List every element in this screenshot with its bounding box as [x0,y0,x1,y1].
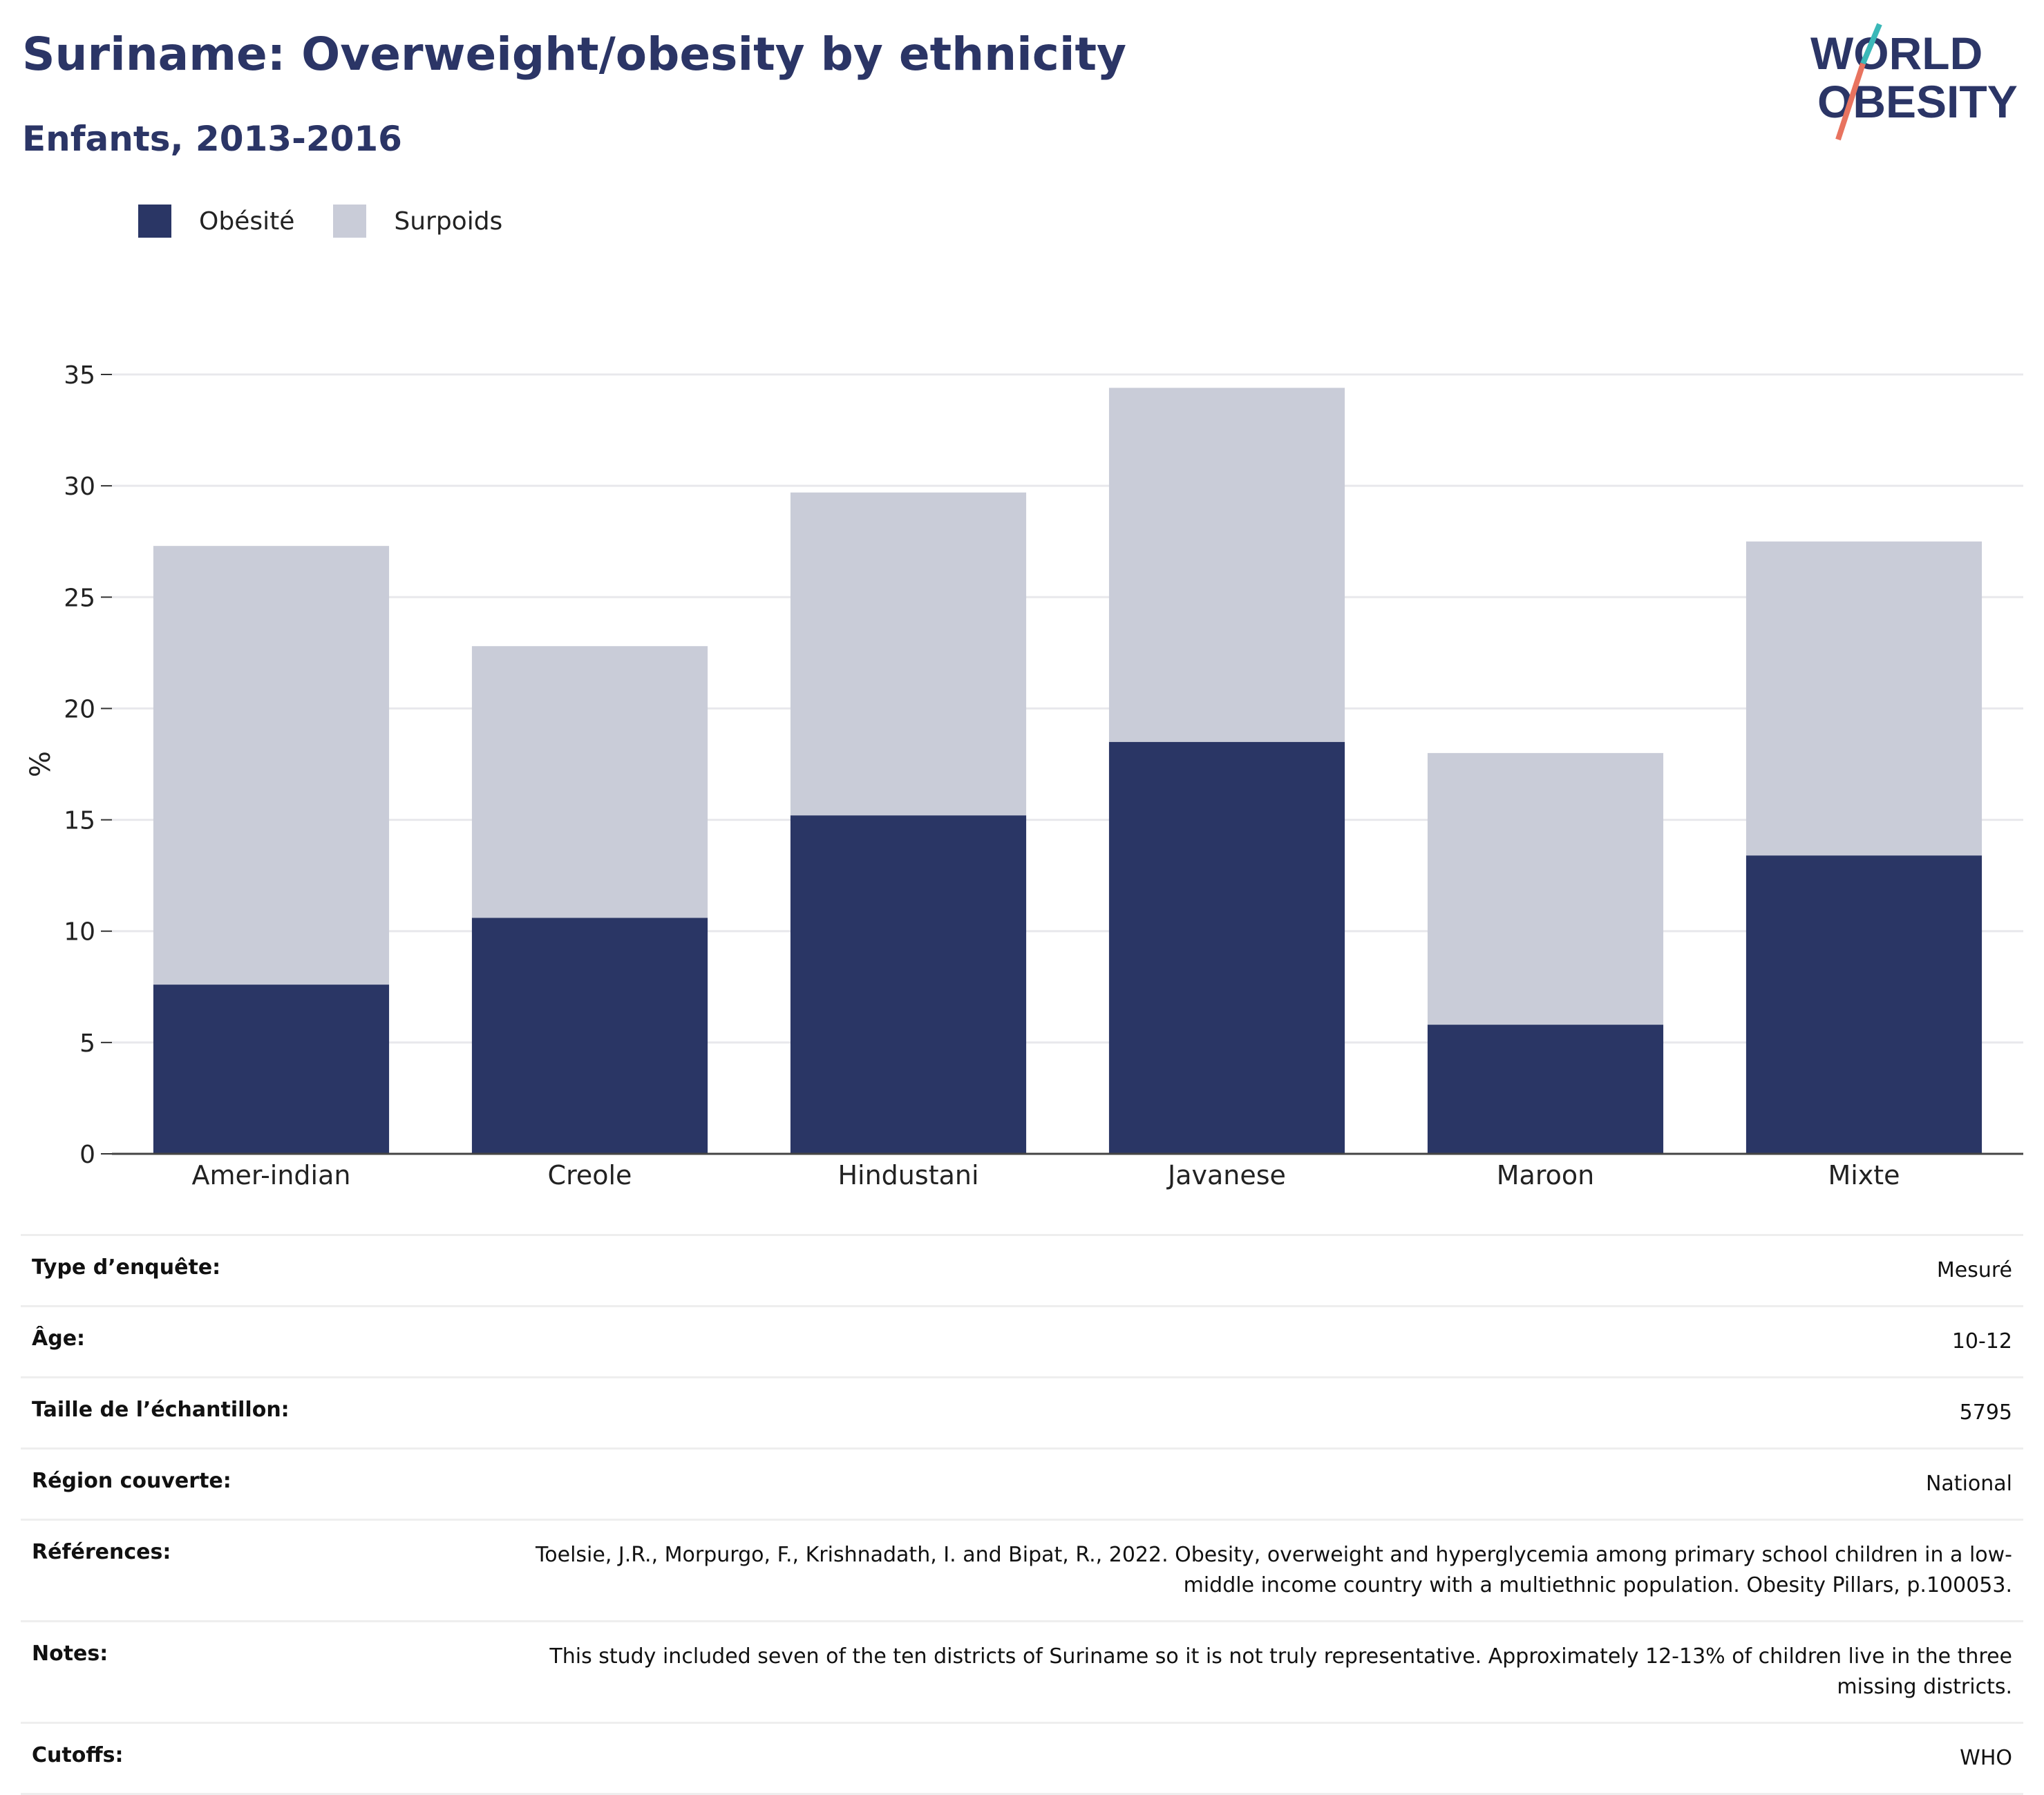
bar-chart: 0 5 10 15 20 25 30 35% Amer-indian Creole Hindusta… [25,361,2023,1190]
world-obesity-logo: WORLD OBESITY [1810,23,2018,141]
x-tick-label: Javanese [1166,1160,1286,1190]
info-value: 10-12 [1951,1329,2012,1354]
bar-overweight-javanese [1108,388,1345,742]
info-label: Âge: [32,1327,86,1351]
bar-overweight-hindustani [790,492,1027,816]
x-tick-label: Creole [548,1160,632,1190]
info-value: National [1925,1472,2012,1496]
bar-obesity-creole [471,918,708,1154]
y-tick-label: 20 [64,695,95,723]
legend-label-overweight: Surpoids [394,207,503,236]
legend-swatch-overweight [333,205,367,238]
logo-line-1: WORLD [1810,28,1983,79]
legend-item-overweight: Surpoids [333,205,502,238]
chart-legend: Obésité Surpoids [138,205,541,238]
info-row: Âge: 10-12 [21,1307,2023,1378]
info-row: Notes: This study included seven of the t… [21,1622,2023,1724]
info-label: Type d’enquête: [32,1255,221,1280]
info-value: 5795 [1959,1400,2012,1425]
info-row: Type d’enquête: Mesuré [21,1236,2023,1307]
x-tick-label: Maroon [1497,1160,1594,1190]
bar-obesity-hindustani [790,815,1027,1154]
chart-subtitle: Enfants, 2013-2016 [22,119,402,159]
y-tick-label: 10 [64,918,95,947]
y-tick-label: 25 [64,584,95,612]
bar-obesity-javanese [1108,741,1345,1154]
info-value: WHO [1960,1746,2012,1770]
info-row: Références: Toelsie, J.R., Morpurgo, F., … [21,1521,2023,1622]
bar-overweight-mixte [1745,541,1983,856]
bar-obesity-mixte [1745,855,1983,1154]
bar-obesity-maroon [1427,1025,1664,1154]
bar-overweight-creole [471,646,708,918]
info-label: Taille de l’échantillon: [32,1398,290,1422]
bar-overweight-amer-indian [153,546,390,985]
y-axis-label: % [25,751,57,777]
y-tick-label: 0 [79,1141,95,1169]
info-value: Mesuré [1936,1258,2012,1282]
info-label: Notes: [32,1642,108,1666]
x-tick-label: Amer-indian [192,1160,351,1190]
logo-coral-slash [1835,62,1866,141]
info-row: Cutoffs: WHO [21,1724,2023,1795]
y-tick-label: 5 [79,1029,95,1058]
info-label: Références: [32,1540,171,1564]
x-tick-label: Hindustani [838,1160,978,1190]
legend-swatch-obesity [138,205,171,238]
y-tick-label: 35 [64,361,95,390]
legend-item-obesity: Obésité [138,205,294,238]
x-tick-label: Mixte [1828,1160,1900,1190]
info-value: This study included seven of the ten dis… [549,1644,2012,1699]
info-row: Taille de l’échantillon: 5795 [21,1378,2023,1450]
info-label: Cutoffs: [32,1743,124,1767]
logo-teal-slash [1860,23,1882,65]
y-tick-label: 30 [64,473,95,501]
bar-overweight-maroon [1427,752,1664,1025]
info-row: Région couverte: National [21,1450,2023,1521]
bar-obesity-amer-indian [153,985,390,1154]
y-tick-label: 15 [64,807,95,835]
legend-label-obesity: Obésité [199,207,295,236]
info-table: Type d’enquête: Mesuré Âge: 10-12 Taille de … [21,1234,2023,1795]
info-value: Toelsie, J.R., Morpurgo, F., Krishnadath… [536,1543,2012,1597]
info-label: Région couverte: [32,1469,231,1493]
chart-title: Suriname: Overweight/obesity by ethnicit… [22,28,1127,81]
